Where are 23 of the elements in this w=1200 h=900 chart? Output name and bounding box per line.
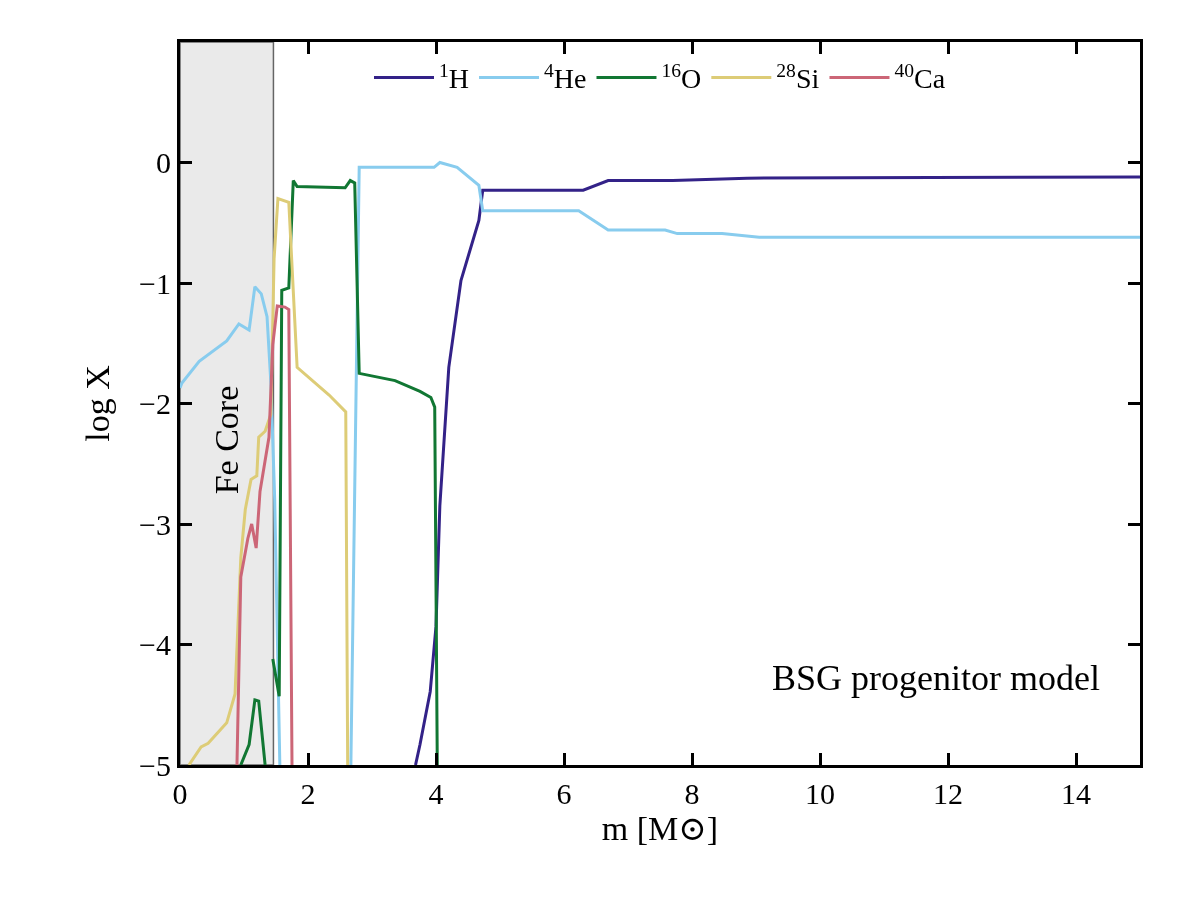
y-tick-label: −4 [139, 628, 171, 661]
line-series [414, 175, 1140, 765]
legend-label: $^{1}$H [439, 59, 470, 95]
x-tick-label: 2 [300, 777, 316, 810]
y-tick-label: −5 [139, 748, 171, 782]
x-tick-label: 8 [684, 777, 700, 810]
band-label: Fe Core [208, 385, 246, 495]
x-tick-label: 12 [933, 777, 963, 810]
y-tick-label: −2 [139, 387, 171, 420]
legend-label: $^{28}$Si [776, 59, 820, 95]
y-tick-label: −3 [139, 507, 171, 541]
legend-label: $^{4}$He [544, 59, 587, 95]
annotation: BSG progenitor model [772, 658, 1100, 698]
x-axis-title: m [M⊙] [601, 810, 719, 848]
legend-label: $^{16}$O [661, 59, 702, 95]
y-axis-title: log X [78, 365, 116, 442]
x-tick-label: 10 [805, 777, 835, 810]
legend-label: $^{40}$Ca [894, 59, 946, 95]
x-tick-label: 14 [1061, 777, 1091, 810]
y-tick-label: 0 [156, 146, 171, 179]
y-tick-label: −1 [139, 266, 171, 300]
x-tick-label: 4 [428, 777, 444, 810]
x-tick-label: 6 [556, 777, 572, 810]
